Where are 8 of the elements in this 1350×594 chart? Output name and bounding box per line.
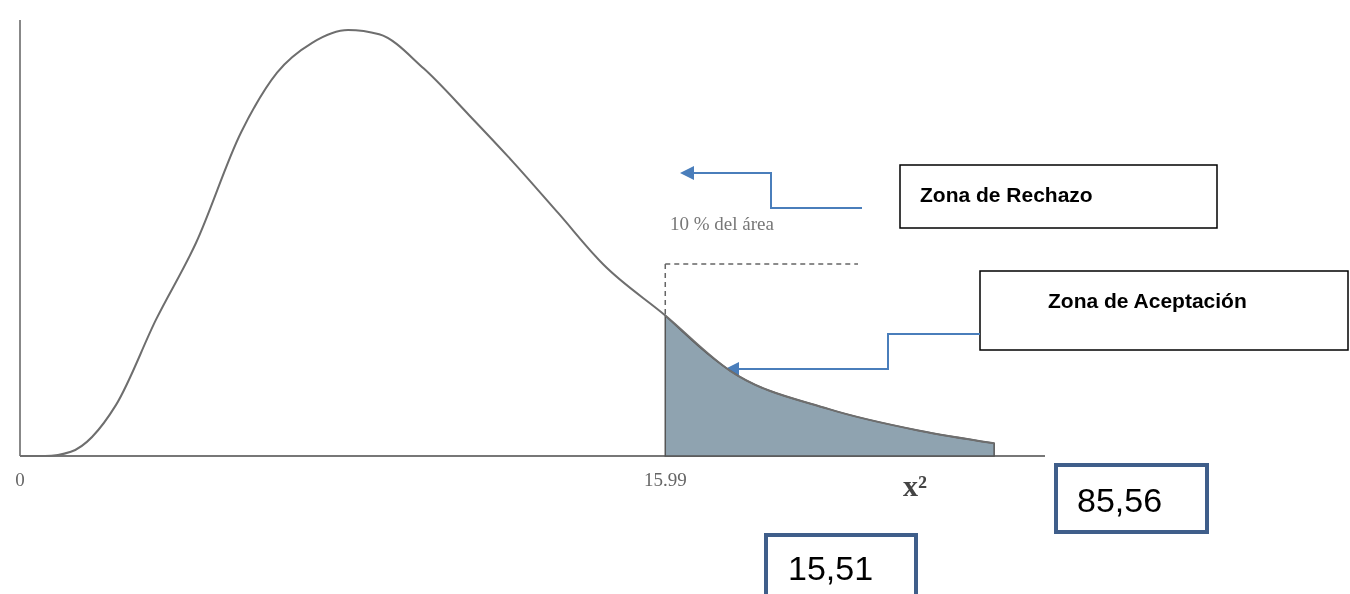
text: 15,51 xyxy=(788,549,874,587)
annotation: Zona de Rechazo xyxy=(920,183,1093,206)
x-tick-label: 15.99 xyxy=(643,469,687,490)
annotation: 10 % del área xyxy=(670,213,775,234)
x-tick-label: 0 xyxy=(15,469,25,490)
text: Zona de Aceptación xyxy=(1048,289,1247,312)
x-axis-title: x² xyxy=(903,469,927,502)
text: 85,56 xyxy=(1077,481,1163,519)
